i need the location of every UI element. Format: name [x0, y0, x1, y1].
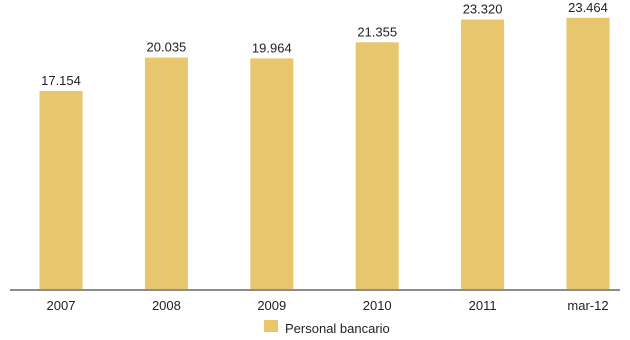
bar-2007	[39, 91, 83, 290]
x-tick-labels-group: 2007 2008 2009 2010 2011 mar-12	[47, 298, 609, 313]
bar-2010	[355, 42, 399, 290]
legend-swatch	[264, 320, 278, 332]
data-label-mar-12: 23.464	[568, 0, 608, 15]
data-labels-group: 17.154 20.035 19.964 21.355 23.320 23.464	[41, 0, 608, 88]
x-tick-2007: 2007	[47, 298, 76, 313]
x-tick-2011: 2011	[469, 298, 497, 313]
x-tick-2009: 2009	[257, 298, 286, 313]
data-label-2009: 19.964	[252, 40, 292, 55]
bar-2011	[461, 19, 505, 290]
x-tick-2008: 2008	[152, 298, 181, 313]
bar-2009	[250, 58, 294, 291]
bars-group	[39, 17, 610, 291]
data-label-2007: 17.154	[41, 73, 81, 88]
data-label-2010: 21.355	[357, 24, 397, 39]
bar-2008	[144, 57, 188, 290]
data-label-2008: 20.035	[147, 40, 187, 55]
legend: Personal bancario	[264, 320, 390, 336]
data-label-2011: 23.320	[463, 2, 503, 17]
x-tick-mar-12: mar-12	[567, 298, 608, 313]
legend-label: Personal bancario	[285, 321, 390, 335]
bar-mar-12	[566, 17, 610, 291]
x-tick-2010: 2010	[363, 298, 392, 313]
